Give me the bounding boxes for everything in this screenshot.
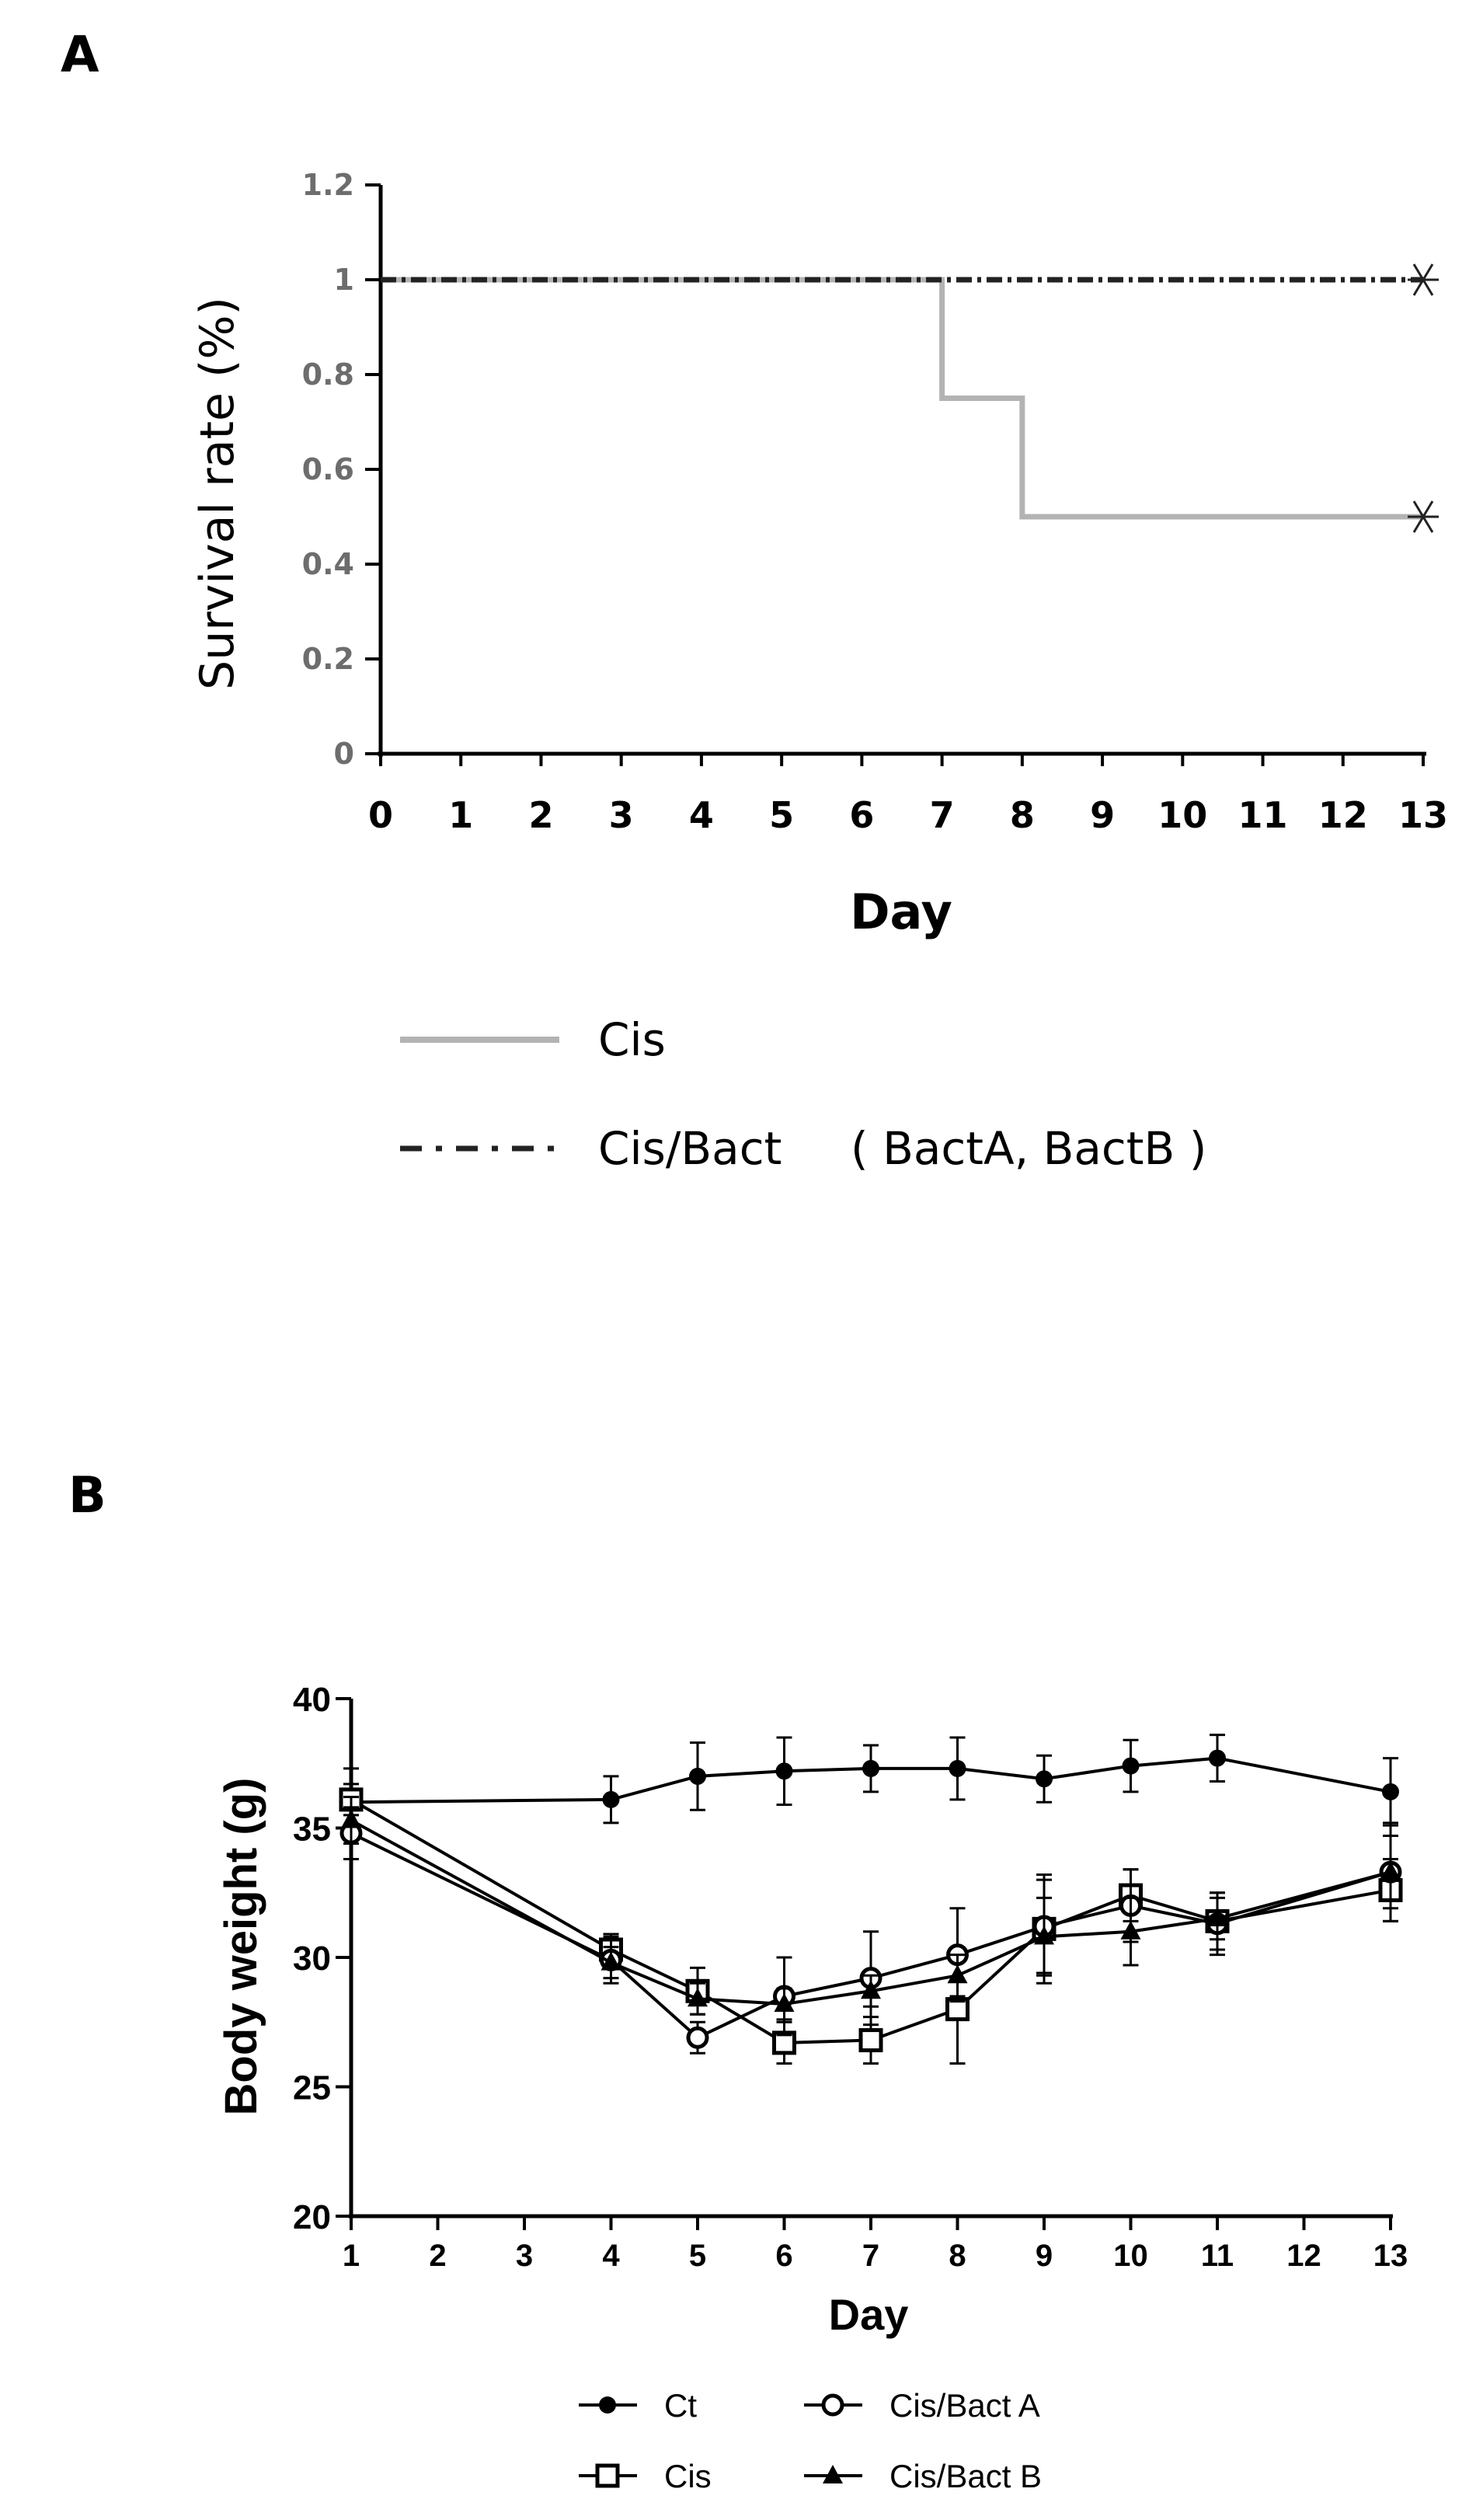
chart-a-series: [381, 263, 1439, 533]
b-point: [1122, 1757, 1140, 1775]
b-x-tick-label: 12: [1286, 2239, 1321, 2273]
a-censor-stroke: [1412, 263, 1434, 296]
b-legend-marker: [599, 2396, 616, 2414]
a-y-tick-label: 0.8: [302, 357, 354, 392]
a-y-tick-label: 0.6: [302, 452, 354, 486]
a-x-tick-label: 2: [528, 794, 553, 836]
b-point: [689, 1767, 706, 1785]
b-x-tick-label: 1: [343, 2239, 360, 2273]
a-x-tick-label: 9: [1090, 794, 1115, 836]
b-series-line: [350, 1756, 1391, 1804]
a-x-tick-label: 10: [1158, 794, 1207, 836]
b-point: [774, 1992, 795, 2012]
b-x-tick-label: 11: [1201, 2239, 1234, 2273]
b-point: [341, 1809, 361, 1828]
b-legend-label: Cis/Bact A: [889, 2387, 1040, 2424]
a-censor-stroke: [1412, 500, 1434, 533]
b-series-line: [350, 1818, 1391, 2006]
b-series-cis-bact-a: [339, 1806, 1402, 2055]
b-y-tick-label: 25: [293, 2069, 331, 2107]
a-x-tick-label: 0: [368, 794, 393, 836]
a-x-tick-label: 5: [769, 794, 794, 836]
b-point: [601, 1951, 621, 1971]
b-point: [1207, 1908, 1227, 1927]
b-y-tick-label: 35: [293, 1811, 331, 1849]
b-x-tick-label: 5: [689, 2239, 706, 2273]
chart-a-xlabel: Day: [850, 884, 952, 940]
a-x-tick-label: 1: [448, 794, 473, 836]
chart-a-axes: 00.20.40.60.811.20 1 2 3 4 5 6 7 8 9 10 11 12 13: [302, 168, 1448, 836]
b-x-tick-label: 10: [1113, 2239, 1148, 2273]
b-x-tick-label: 9: [1036, 2239, 1053, 2273]
b-legend-label: Cis/Bact B: [889, 2458, 1042, 2494]
b-y-tick-label: 20: [293, 2198, 331, 2236]
b-point: [858, 2028, 883, 2053]
a-censor-mark: [1408, 263, 1439, 296]
chart-b-xlabel: Day: [829, 2290, 909, 2339]
chart-a-ylabel: Survival rate (%): [190, 297, 245, 690]
b-series-ct: [343, 1734, 1399, 1837]
b-legend-label: Cis: [664, 2458, 712, 2494]
b-point: [602, 1790, 620, 1808]
b-point: [1034, 1926, 1054, 1945]
chart-b-ylabel: Body weight (g): [216, 1778, 266, 2116]
b-point: [775, 1762, 793, 1780]
b-x-tick-label: 13: [1373, 2239, 1408, 2273]
a-legend-label-suffix: ( BactA, BactB ): [851, 1122, 1206, 1175]
b-point: [949, 1759, 966, 1777]
a-series-line-cis: [381, 277, 1423, 520]
a-x-tick-label: 4: [689, 794, 714, 836]
a-y-tick-label: 1.2: [302, 168, 354, 202]
b-legend-marker: [821, 2393, 844, 2417]
b-series-cis-bact-b: [341, 1796, 1401, 2021]
a-x-tick-label: 7: [930, 794, 955, 836]
b-point: [861, 1980, 881, 1999]
a-legend-label: Cis: [598, 1013, 666, 1066]
b-point: [1382, 1783, 1399, 1800]
a-y-tick-label: 0.2: [302, 642, 354, 676]
panel-letter-b: B: [68, 1467, 106, 1525]
b-point: [1036, 1770, 1053, 1788]
b-series-line: [350, 1798, 1391, 2044]
panel-letter-a: A: [61, 26, 99, 84]
b-x-tick-label: 3: [516, 2239, 533, 2273]
b-y-tick-label: 30: [293, 1940, 331, 1978]
a-x-tick-label: 3: [609, 794, 634, 836]
b-point: [686, 2026, 709, 2049]
b-y-tick-label: 40: [293, 1681, 331, 1719]
b-x-tick-label: 2: [429, 2239, 446, 2273]
a-x-tick-label: 13: [1398, 794, 1448, 836]
b-point: [862, 1759, 879, 1777]
a-legend-label: Cis/Bact: [598, 1122, 782, 1175]
a-y-tick-label: 0: [334, 737, 354, 771]
a-censor-mark: [1408, 500, 1439, 533]
a-y-tick-label: 0.4: [302, 547, 354, 581]
a-y-tick-label: 1: [334, 263, 354, 297]
b-point: [1120, 1920, 1141, 1940]
a-x-tick-label: 11: [1238, 794, 1288, 836]
b-x-tick-label: 8: [949, 2239, 966, 2273]
b-point: [1209, 1749, 1226, 1767]
chart-a-legend: Cis Cis/Bact ( BactA, BactB ): [400, 1013, 1206, 1175]
a-x-tick-label: 12: [1318, 794, 1368, 836]
b-legend-marker: [595, 2463, 620, 2488]
b-x-tick-label: 4: [602, 2239, 620, 2273]
b-point: [947, 1964, 968, 1984]
a-x-tick-label: 6: [849, 794, 874, 836]
b-point: [688, 1988, 708, 2007]
b-legend-label: Ct: [664, 2387, 697, 2424]
chart-b-series: [339, 1734, 1403, 2065]
b-series-line: [350, 1832, 1391, 2040]
b-legend-marker: [823, 2465, 843, 2483]
a-x-tick-label: 8: [1010, 794, 1035, 836]
chart-b-legend: Ct Cis/Bact A Cis Cis/Bact B: [579, 2387, 1042, 2494]
b-point: [1380, 1861, 1401, 1880]
b-x-tick-label: 7: [862, 2239, 879, 2273]
b-x-tick-label: 6: [775, 2239, 792, 2273]
